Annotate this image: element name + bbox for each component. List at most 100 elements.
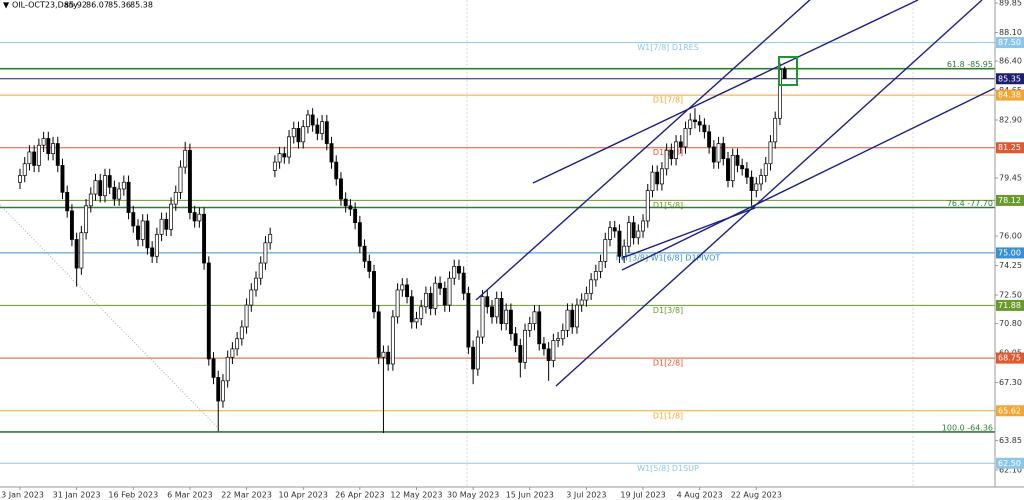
candle-body (593, 271, 598, 281)
candle-body (702, 124, 707, 133)
candle-body (438, 282, 443, 289)
candle-body (18, 175, 22, 183)
candle-body (674, 141, 679, 160)
candle-body (475, 336, 480, 370)
candle-body (112, 186, 117, 200)
candle-body (159, 218, 164, 235)
candle-body (88, 193, 93, 207)
header-open: 85.92 (64, 1, 87, 10)
price-tag (996, 89, 1024, 101)
price-tag-label: 71.88 (998, 301, 1021, 310)
y-tick-label: 82.90 (999, 115, 1022, 124)
candle-body (55, 143, 60, 166)
x-tick-label: 31 Jan 2023 (53, 491, 101, 500)
candle-body (697, 121, 702, 126)
level-text: 76.4 -77.70 (947, 199, 993, 208)
candle-body (173, 191, 178, 205)
candle-body (641, 220, 645, 232)
price-tag (996, 73, 1024, 85)
header-low: 85.36 (108, 1, 131, 10)
collapse-icon[interactable]: ▼ (3, 1, 10, 10)
level-text: D1[2/8] (653, 359, 683, 368)
x-tick-label: 16 Feb 2023 (108, 491, 158, 500)
candle-body (499, 298, 504, 324)
level-text: D1[1/8] (653, 411, 683, 420)
candle-body (221, 380, 225, 402)
candle-body (480, 296, 485, 338)
candle-body (768, 141, 773, 165)
candle-body (532, 311, 537, 324)
candle-body (235, 338, 240, 350)
price-tag (996, 405, 1024, 417)
candle-body (461, 272, 466, 294)
trendlines (475, 0, 996, 387)
x-tick-label: 4 Aug 2023 (677, 491, 723, 500)
candle-body (46, 138, 51, 154)
candle-body (598, 260, 603, 272)
candle-body (423, 292, 428, 308)
candle-body (390, 316, 395, 365)
candle-body (296, 128, 301, 143)
candle-body (556, 338, 561, 341)
candle-body (287, 136, 291, 158)
candle-body (131, 212, 136, 227)
candle-body (239, 326, 244, 340)
candle-body (320, 121, 325, 134)
candle-body (277, 153, 282, 163)
candle-body (254, 277, 258, 291)
candle-body (664, 149, 669, 170)
level-text: D1[5/8] (653, 201, 683, 210)
candle-body (98, 180, 103, 197)
level-text: W1[5/8] D1SUP (637, 464, 699, 473)
candle-body (494, 298, 499, 318)
candle-body (291, 128, 296, 138)
candle-body (527, 323, 532, 331)
candle-body (154, 234, 159, 257)
price-tag-label: 81.25 (998, 143, 1021, 152)
candle-body (759, 175, 763, 185)
candle-body (537, 311, 542, 345)
candle-body (225, 356, 230, 382)
candle-body (386, 351, 391, 365)
candle-body (735, 154, 740, 166)
candle-body (740, 165, 745, 170)
candle-body (749, 176, 754, 192)
candle-body (617, 230, 622, 257)
candle-body (329, 143, 334, 163)
candle-body (678, 141, 683, 148)
x-tick-label: 15 Jun 2023 (506, 491, 554, 500)
candle-body (693, 119, 697, 123)
candle-body (551, 340, 556, 361)
price-tag (996, 142, 1024, 154)
candle-body (334, 161, 339, 180)
candle-body (518, 345, 523, 363)
candle-body (324, 121, 329, 144)
candle-body (773, 117, 778, 143)
candle-body (249, 289, 254, 306)
price-tag (996, 457, 1024, 469)
candle-body (612, 227, 617, 232)
price-tag (996, 299, 1024, 311)
candle-body (103, 175, 107, 197)
x-tick-label: 26 Apr 2023 (335, 491, 384, 500)
candle-body (471, 346, 476, 370)
trendline (532, 0, 919, 184)
candle-body (414, 318, 419, 323)
candle-body (117, 188, 122, 200)
candle-body (136, 225, 140, 240)
candle-body (763, 163, 768, 176)
price-tag-label: 65.62 (998, 406, 1021, 415)
x-tick-label: 22 Mar 2023 (221, 491, 272, 500)
candle-body (603, 239, 608, 262)
candle-body (263, 242, 268, 264)
candle-body (315, 124, 320, 134)
candle-body (659, 168, 664, 185)
candle-body (744, 168, 749, 178)
candle-body (669, 149, 674, 160)
candle-body (107, 175, 112, 188)
candle-body (428, 292, 433, 309)
trendline (621, 87, 996, 271)
candle-body (490, 306, 494, 318)
